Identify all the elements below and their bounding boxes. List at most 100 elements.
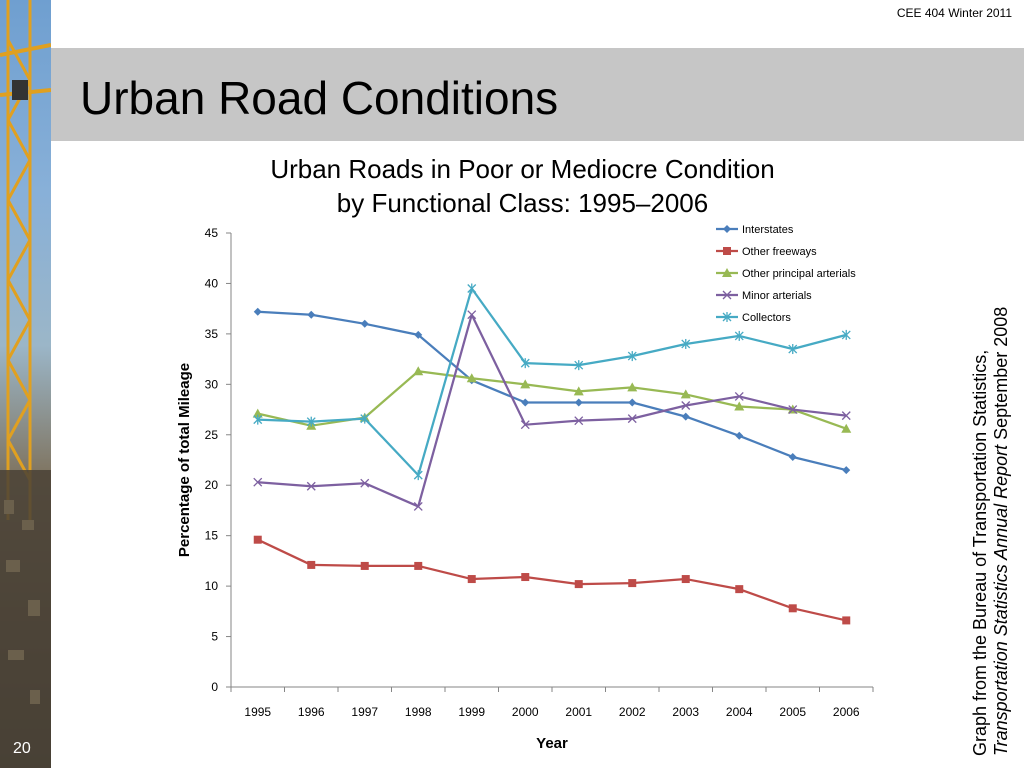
data-point (735, 431, 744, 440)
data-point (734, 401, 745, 411)
source-line-1: Graph from the Bureau of Transportation … (970, 349, 990, 756)
data-point (788, 452, 797, 461)
data-point-b (681, 401, 691, 410)
source-line-2: Transportation Statistics Annual Report … (991, 256, 1012, 756)
data-point (628, 398, 637, 407)
data-point (734, 391, 744, 401)
source-note: Graph from the Bureau of Transportation … (970, 256, 1012, 756)
data-point (467, 310, 477, 320)
data-point-b (627, 414, 637, 424)
data-point (573, 386, 584, 396)
data-point (788, 344, 798, 355)
y-tick-label: 45 (205, 226, 219, 240)
y-tick-label: 10 (205, 579, 219, 593)
data-point (467, 575, 476, 584)
data-point (253, 535, 262, 544)
data-point (520, 379, 531, 389)
x-tick-label: 1996 (298, 705, 325, 719)
data-point (521, 573, 530, 582)
construction-crane-photo (0, 0, 51, 768)
data-point (413, 470, 423, 481)
data-point (520, 420, 530, 430)
data-point-b (788, 405, 798, 415)
chart-title-block: Urban Roads in Poor or Mediocre Conditio… (230, 152, 815, 220)
data-point (414, 330, 423, 339)
legend-item: Other freeways (716, 246, 817, 258)
data-point (574, 360, 584, 371)
data-point (627, 382, 638, 392)
data-point (413, 366, 424, 376)
series-line (257, 313, 847, 508)
legend-label: Minor arterials (742, 290, 812, 302)
legend-swatch-marker (722, 290, 732, 300)
y-tick-label: 40 (205, 276, 219, 290)
x-tick-label: 1995 (244, 705, 271, 719)
data-point (681, 412, 690, 421)
legend-label: Other principal arterials (742, 268, 856, 280)
data-point (360, 319, 369, 328)
x-tick-label: 2003 (672, 705, 699, 719)
source-date: September 2008 (991, 306, 1011, 445)
legend-item: Interstates (716, 224, 794, 236)
legend-swatch-marker (723, 225, 731, 233)
y-axis-title: Percentage of total Mileage (176, 363, 193, 557)
data-point (841, 329, 851, 340)
slide-number: 20 (13, 740, 31, 757)
x-tick-label: 1997 (351, 705, 378, 719)
legend-label: Collectors (742, 312, 791, 324)
x-tick-label: 2002 (619, 705, 646, 719)
data-point (734, 330, 744, 341)
data-point (842, 466, 851, 475)
series-minor-arterials (253, 310, 851, 511)
x-axis-title: Year (536, 735, 568, 752)
data-point (467, 283, 477, 294)
series-collectors (253, 283, 851, 481)
y-tick-label: 30 (205, 377, 219, 391)
data-point (252, 408, 263, 418)
data-point (521, 398, 530, 407)
data-point (413, 501, 423, 511)
y-tick-label: 35 (205, 327, 219, 341)
legend-item: Other principal arterials (716, 268, 856, 280)
legend-item: Collectors (716, 312, 791, 324)
data-point (307, 560, 316, 569)
data-point-b (520, 420, 530, 430)
data-point (574, 398, 583, 407)
legend-swatch-marker (722, 268, 732, 277)
data-point (627, 414, 637, 424)
series-other-freeways (253, 535, 851, 625)
data-point (680, 389, 691, 399)
x-tick-label: 2005 (779, 705, 806, 719)
data-point (414, 561, 423, 570)
data-point (253, 414, 263, 425)
data-point (841, 411, 851, 421)
series-interstates (253, 307, 851, 475)
source-publication: Transportation Statistics Annual Report (991, 444, 1011, 756)
data-point (360, 413, 370, 424)
y-tick-label: 20 (205, 478, 219, 492)
course-label: CEE 404 Winter 2011 (896, 6, 1012, 20)
data-point (681, 401, 691, 410)
data-point (360, 561, 369, 570)
x-tick-label: 2004 (726, 705, 753, 719)
data-point-b (467, 310, 477, 320)
data-point-b (734, 391, 744, 401)
data-point (574, 416, 584, 426)
data-point-b (574, 416, 584, 426)
title-band (51, 48, 1024, 141)
x-tick-label: 2006 (833, 705, 860, 719)
y-tick-label: 25 (205, 428, 219, 442)
data-point (307, 310, 316, 319)
legend-label: Other freeways (742, 246, 817, 258)
data-point-b (306, 481, 316, 491)
data-point (788, 405, 798, 415)
y-tick-label: 0 (211, 680, 218, 694)
data-point-b (841, 411, 851, 421)
legend-swatch-marker (722, 312, 732, 322)
data-point (574, 580, 583, 589)
data-point (253, 477, 263, 487)
series-line (257, 287, 847, 477)
data-point (788, 604, 797, 613)
data-point (681, 338, 691, 349)
